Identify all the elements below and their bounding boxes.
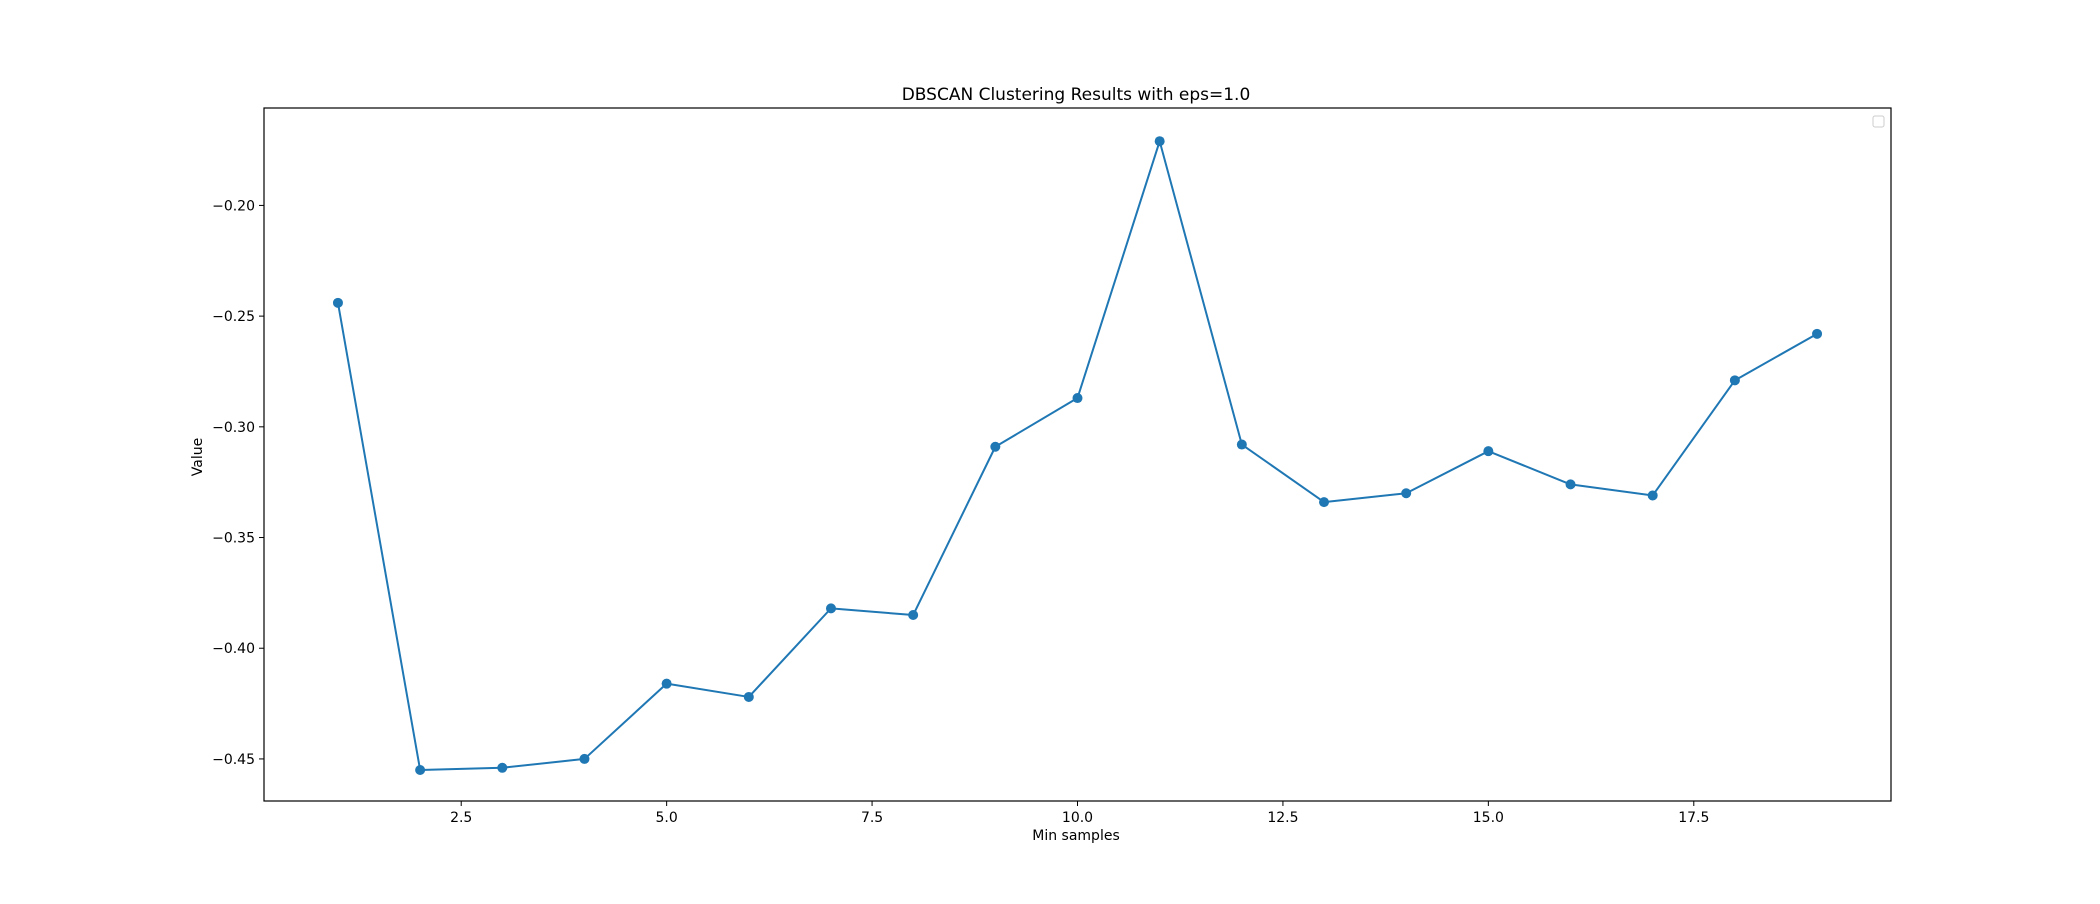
data-point: [661, 678, 672, 689]
data-point: [743, 691, 754, 702]
x-axis-label: Min samples: [1032, 828, 1120, 844]
plot-area: 2.5 5.0 7.5 10.0 12.5 15.0 17.5 −0.45 −0.40 −0.35…: [212, 107, 1892, 826]
data-point: [579, 753, 590, 764]
data-point: [1236, 439, 1247, 450]
chart-title: DBSCAN Clustering Results with eps=1.0: [902, 85, 1251, 105]
data-point: [908, 610, 919, 621]
y-tick-label: −0.35: [212, 531, 255, 547]
x-tick-label: 7.5: [861, 810, 883, 826]
series-line: [336, 140, 1818, 771]
data-point: [1154, 136, 1165, 147]
x-tick-label: 5.0: [656, 810, 678, 826]
data-point: [1319, 497, 1330, 508]
y-tick-label: −0.45: [212, 752, 255, 768]
data-point: [332, 297, 343, 308]
legend-box: [1872, 115, 1885, 128]
y-tick-label: −0.30: [212, 420, 255, 436]
y-tick-label: −0.20: [212, 198, 255, 214]
y-tick-label: −0.40: [212, 641, 255, 657]
x-tick-label: 2.5: [450, 810, 472, 826]
data-point: [497, 762, 508, 773]
data-point: [990, 441, 1001, 452]
data-point: [1729, 375, 1740, 386]
y-axis-label: Value: [190, 438, 206, 476]
data-point: [1565, 479, 1576, 490]
data-point: [825, 603, 836, 614]
data-point: [1401, 488, 1412, 499]
x-tick-label: 10.0: [1062, 810, 1093, 826]
data-point: [1483, 446, 1494, 457]
x-tick-label: 15.0: [1473, 810, 1504, 826]
data-point: [415, 765, 426, 776]
x-tick-label: 17.5: [1678, 810, 1709, 826]
y-tick-label: −0.25: [212, 309, 255, 325]
x-tick-label: 12.5: [1267, 810, 1298, 826]
data-point: [1647, 490, 1658, 501]
data-point: [1072, 393, 1083, 404]
axes-frame: [263, 107, 1892, 802]
data-point: [1812, 328, 1823, 339]
